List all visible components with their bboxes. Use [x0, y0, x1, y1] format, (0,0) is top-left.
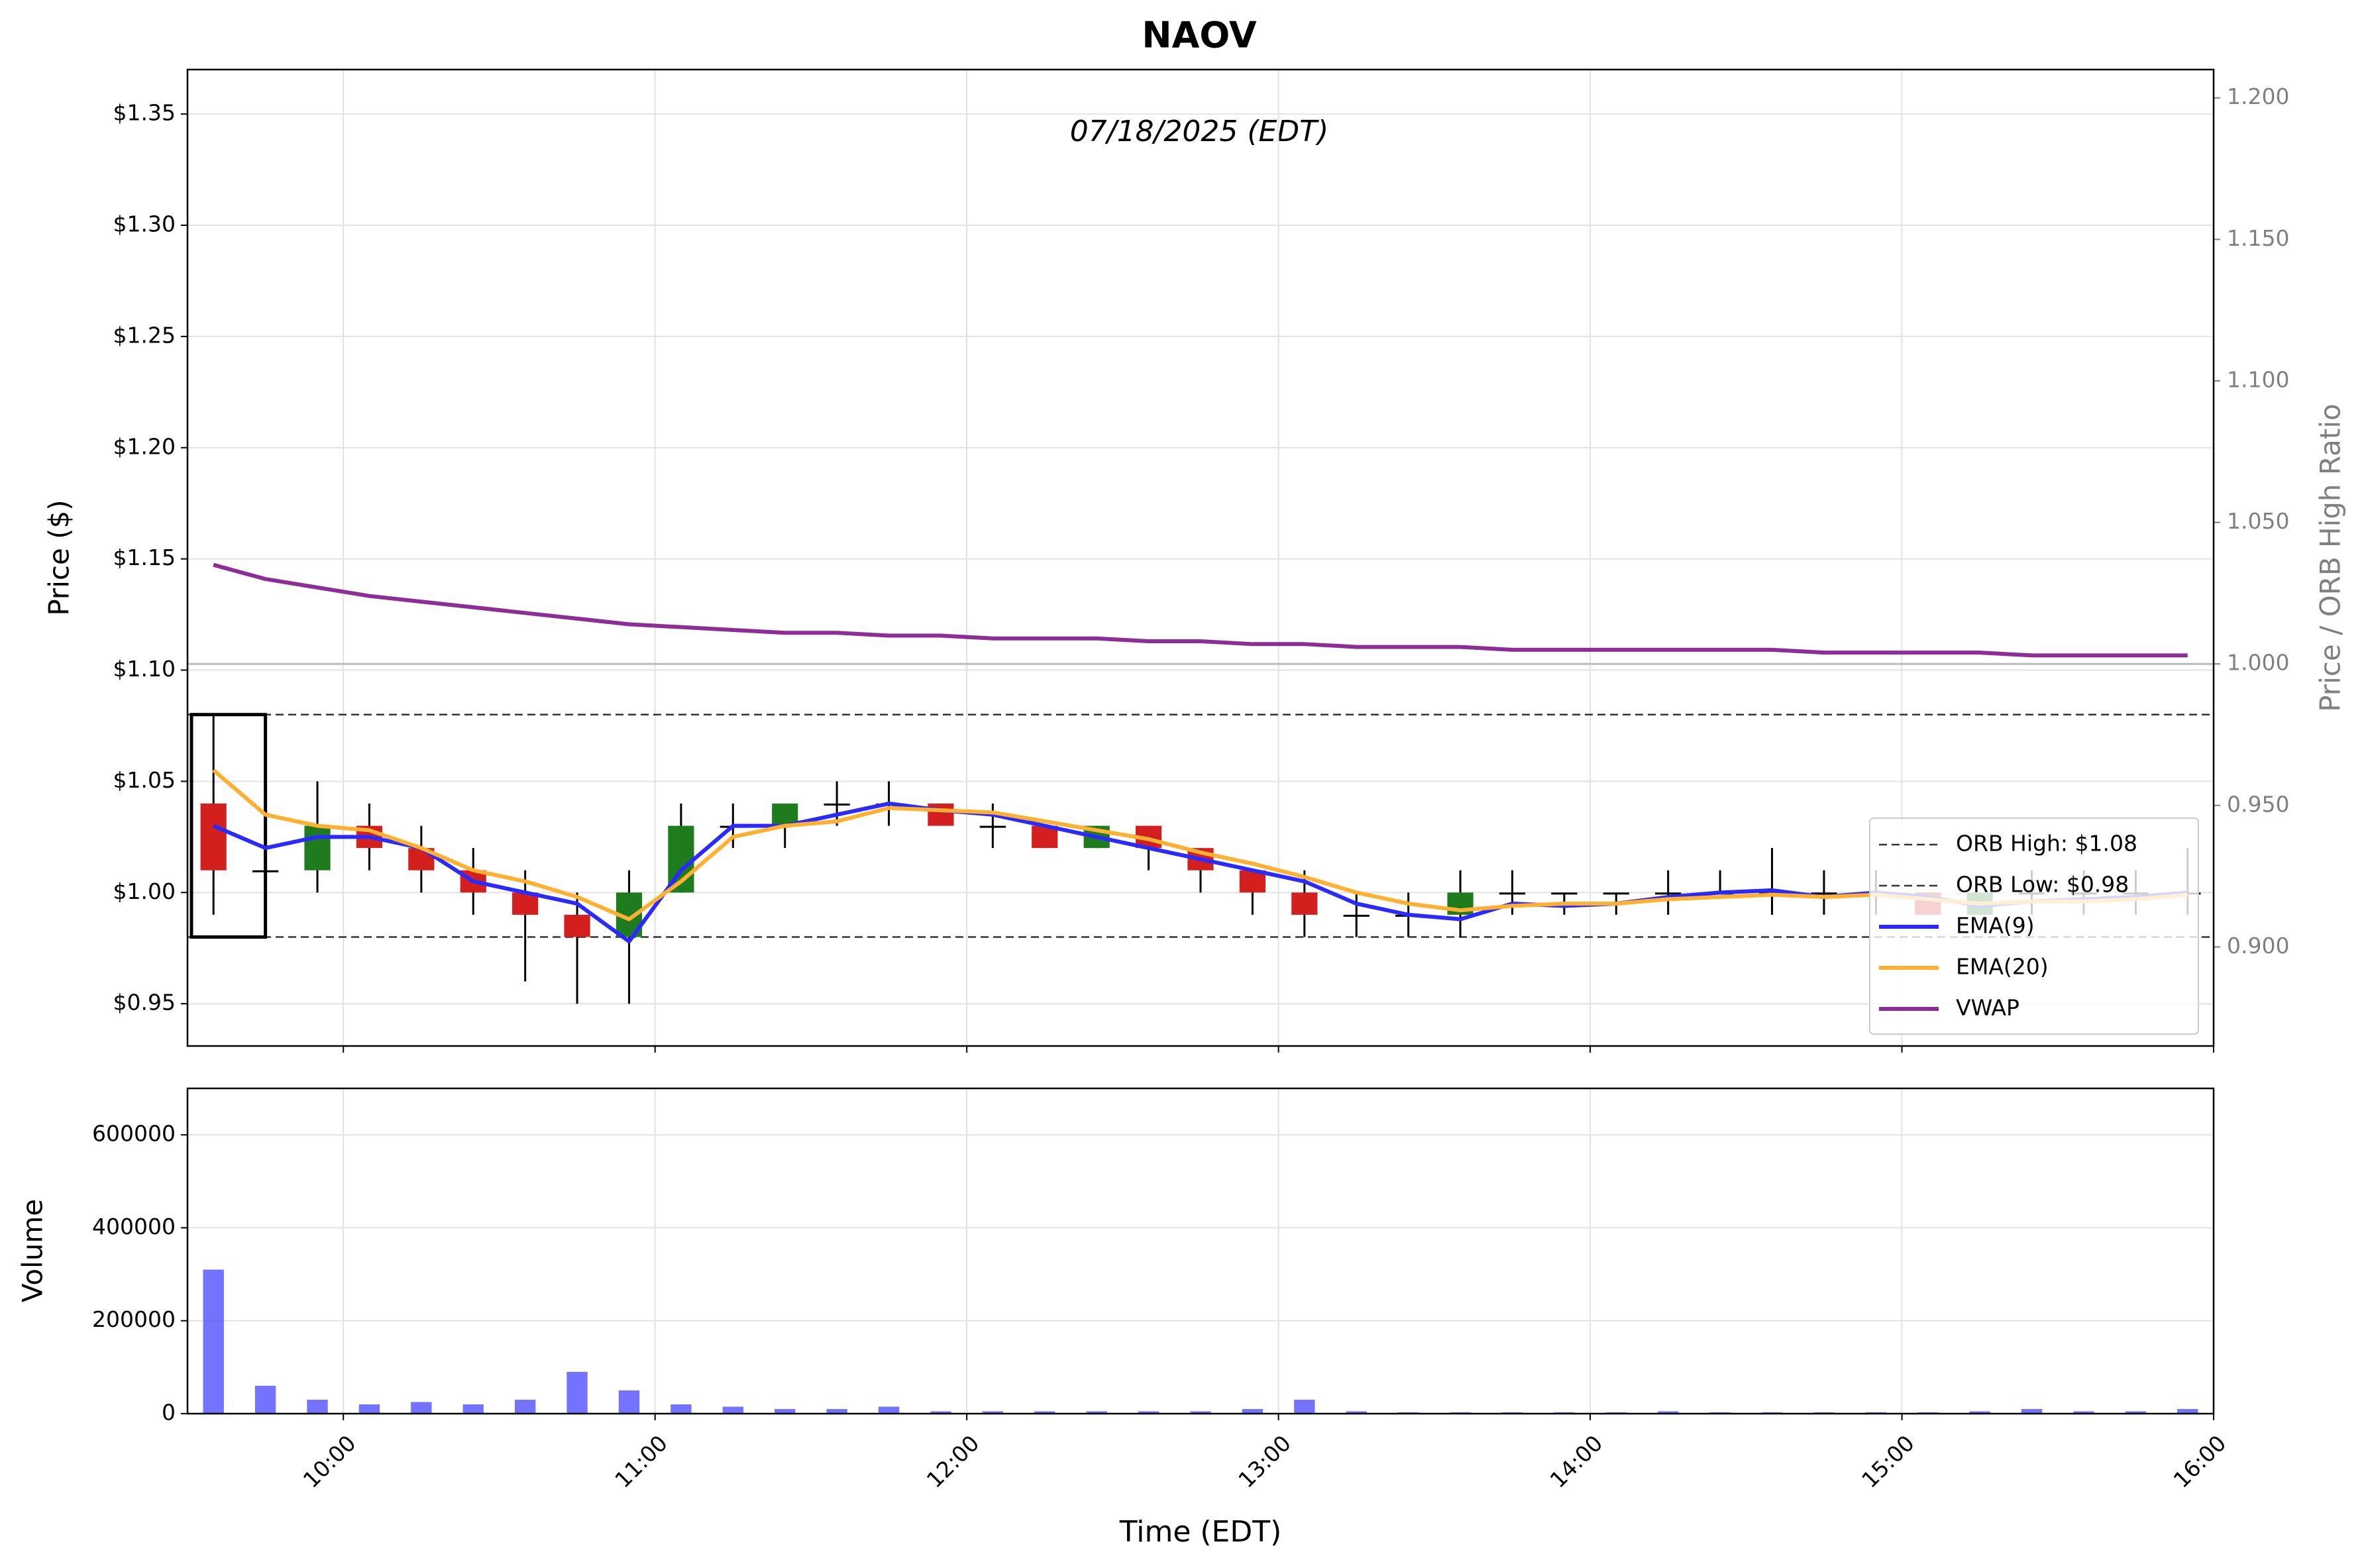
y-tick-label: $1.10 [113, 656, 176, 682]
y-tick-label: $1.20 [113, 433, 176, 459]
candle-body [564, 914, 590, 937]
date-annotation: 07/18/2025 (EDT) [1070, 115, 1328, 148]
volume-bar [411, 1402, 432, 1414]
y-tick-label: $1.35 [113, 100, 176, 126]
y-tick-label: $1.05 [113, 767, 176, 793]
y-tick-label: $1.30 [113, 211, 176, 237]
candle-body [1811, 892, 1837, 895]
volume-bar [1346, 1411, 1367, 1414]
x-tick-label: 12:00 [922, 1430, 985, 1493]
candle-body [1499, 892, 1526, 895]
candle-body [252, 870, 279, 872]
candle-body [928, 804, 954, 826]
legend-label: ORB High: $1.08 [1956, 831, 2137, 857]
volume-bar [566, 1371, 588, 1414]
x-axis-label: Time (EDT) [1119, 1515, 1282, 1549]
series-line [212, 768, 2188, 921]
x-tick-label: 10:00 [298, 1430, 361, 1493]
y-tick-label: 600000 [92, 1121, 176, 1147]
x-tick-label: 14:00 [1545, 1430, 1608, 1493]
candle-body [1603, 892, 1629, 895]
volume-bar [826, 1408, 847, 1414]
volume-bar [1294, 1399, 1315, 1414]
y-tick-label: $1.00 [113, 878, 176, 904]
volume-bar [618, 1390, 640, 1414]
volume-bar [1190, 1411, 1211, 1414]
y2-tick-label: 1.050 [2227, 508, 2289, 534]
plot-frame [186, 68, 2215, 1047]
volume-bar [722, 1406, 743, 1414]
candle-body [200, 804, 227, 870]
candle-body [304, 825, 331, 870]
y2-tick-label: 1.200 [2227, 83, 2289, 109]
legend-label: VWAP [1956, 995, 2019, 1021]
volume-bar [2177, 1408, 2198, 1414]
candle-body [1291, 892, 1318, 915]
y2-tick-label: 1.150 [2227, 225, 2289, 251]
y2-axis-label: Price / ORB High Ratio [2314, 403, 2347, 711]
candle-body [824, 804, 850, 806]
candle-body [1551, 892, 1578, 895]
x-tick-label: 11:00 [610, 1430, 673, 1493]
legend-box [1869, 817, 2199, 1035]
volume-bar [203, 1269, 224, 1414]
volume-bar [307, 1399, 328, 1414]
volume-bar [1242, 1408, 1264, 1414]
plot-frame [186, 1087, 2215, 1415]
candle-body [979, 825, 1006, 828]
y-tick-label: $1.25 [113, 322, 176, 348]
y-tick-label: $0.95 [113, 990, 176, 1016]
volume-bar [358, 1404, 380, 1414]
y-tick-label: 400000 [92, 1214, 176, 1239]
y2-tick-label: 1.100 [2227, 366, 2289, 392]
volume-bar [1034, 1411, 1055, 1414]
y-tick-label: $1.15 [113, 545, 176, 570]
volume-bar [2125, 1411, 2147, 1414]
volume-bar [878, 1406, 900, 1414]
x-tick-label: 13:00 [1233, 1430, 1296, 1493]
y-tick-label: 0 [162, 1400, 176, 1426]
volume-bar [462, 1404, 484, 1414]
chart-title: NAOV [1142, 15, 1256, 56]
volume-bar [1086, 1411, 1107, 1414]
legend-label: EMA(20) [1956, 954, 2049, 980]
series-line [213, 562, 2188, 658]
volume-bar [254, 1385, 276, 1414]
y-tick-label: 200000 [92, 1306, 176, 1332]
volume-bar [982, 1411, 1004, 1414]
legend-label: ORB Low: $0.98 [1956, 872, 2129, 898]
y-axis-label: Volume [17, 1199, 49, 1302]
volume-bar [1969, 1411, 1990, 1414]
x-tick-label: 15:00 [1857, 1430, 1919, 1493]
legend-label: EMA(9) [1956, 913, 2035, 939]
volume-bar [671, 1404, 692, 1414]
y2-tick-label: 0.900 [2227, 933, 2289, 959]
volume-bar [1138, 1411, 1159, 1414]
volume-bar [514, 1399, 536, 1414]
volume-bar [2021, 1408, 2043, 1414]
volume-bar [930, 1411, 951, 1414]
y2-tick-label: 1.000 [2227, 650, 2289, 676]
volume-bar [1658, 1411, 1679, 1414]
x-tick-label: 16:00 [2169, 1430, 2232, 1493]
y2-tick-label: 0.950 [2227, 791, 2289, 817]
volume-bar [2073, 1411, 2094, 1414]
volume-bar [775, 1408, 796, 1414]
candle-body [1343, 914, 1370, 917]
candle-body [1655, 892, 1682, 895]
y-axis-label: Price ($) [43, 499, 76, 615]
